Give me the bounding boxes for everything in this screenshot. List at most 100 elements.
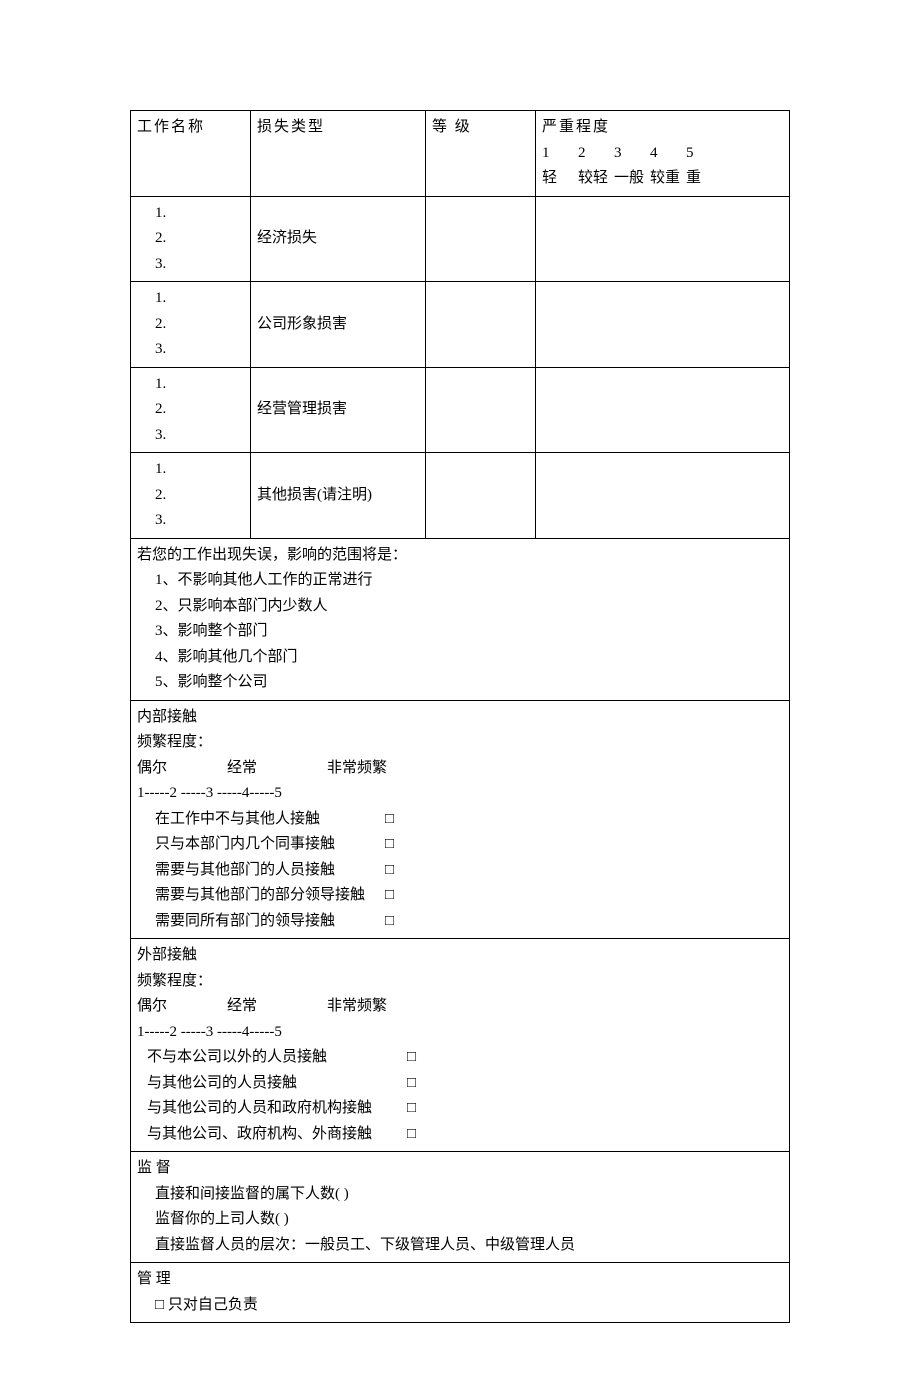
- loss-row: 1. 2. 3. 经营管理损害: [131, 367, 790, 453]
- grade-cell[interactable]: [426, 453, 536, 539]
- contact-option-label: 与其他公司的人员接触: [147, 1071, 407, 1097]
- internal-contact-cell: 内部接触 频繁程度： 偶尔 经常 非常频繁 1-----2 -----3 ---…: [131, 700, 790, 939]
- checkbox-icon[interactable]: □: [385, 832, 405, 858]
- grade-cell[interactable]: [426, 282, 536, 368]
- contact-option-row: 与其他公司的人员和政府机构接触 □: [147, 1096, 783, 1122]
- management-cell: 管 理 □ 只对自己负责: [131, 1263, 790, 1323]
- external-contact-row: 外部接触 频繁程度： 偶尔 经常 非常频繁 1-----2 -----3 ---…: [131, 939, 790, 1152]
- severity-label: 轻: [542, 166, 578, 192]
- item-num: 3.: [155, 423, 244, 449]
- item-num: 2.: [155, 397, 244, 423]
- item-num: 2.: [155, 483, 244, 509]
- contact-option-label: 需要与其他部门的部分领导接触: [155, 883, 385, 909]
- internal-contact-row: 内部接触 频繁程度： 偶尔 经常 非常频繁 1-----2 -----3 ---…: [131, 700, 790, 939]
- impact-scope-title: 若您的工作出现失误，影响的范围将是：: [137, 543, 783, 569]
- header-grade: 等 级: [426, 111, 536, 197]
- contact-option-row: 只与本部门内几个同事接触 □: [155, 832, 783, 858]
- item-num: 1.: [155, 457, 244, 483]
- severity-num: 5: [686, 141, 722, 167]
- workname-cell[interactable]: 1. 2. 3.: [131, 453, 251, 539]
- checkbox-icon[interactable]: □: [407, 1122, 427, 1148]
- checkbox-icon[interactable]: □: [385, 883, 405, 909]
- severity-label: 重: [686, 166, 716, 192]
- loss-row: 1. 2. 3. 其他损害(请注明): [131, 453, 790, 539]
- workname-cell[interactable]: 1. 2. 3.: [131, 196, 251, 282]
- freq-scale-item: 偶尔: [137, 756, 227, 782]
- item-num: 3.: [155, 252, 244, 278]
- supervision-line: 直接监督人员的层次：一般员工、下级管理人员、中级管理人员: [155, 1233, 783, 1259]
- checkbox-icon[interactable]: □: [385, 909, 405, 935]
- freq-scale-item: 偶尔: [137, 994, 227, 1020]
- internal-contact-title: 内部接触: [137, 705, 783, 731]
- contact-option-label: 与其他公司的人员和政府机构接触: [147, 1096, 407, 1122]
- supervision-line: 监督你的上司人数( ): [155, 1207, 783, 1233]
- frequency-scale-labels: 偶尔 经常 非常频繁: [137, 756, 783, 782]
- severity-cell[interactable]: [536, 453, 790, 539]
- severity-num: 4: [650, 141, 686, 167]
- checkbox-icon[interactable]: □: [385, 858, 405, 884]
- external-contact-title: 外部接触: [137, 943, 783, 969]
- freq-scale-item: 经常: [227, 994, 327, 1020]
- freq-scale-item: 非常频繁: [327, 994, 387, 1020]
- checkbox-icon[interactable]: □: [407, 1045, 427, 1071]
- item-num: 2.: [155, 226, 244, 252]
- item-num: 1.: [155, 286, 244, 312]
- impact-scope-item: 2、只影响本部门内少数人: [155, 594, 783, 620]
- contact-option-label: 只与本部门内几个同事接触: [155, 832, 385, 858]
- checkbox-icon[interactable]: □: [155, 1297, 164, 1313]
- contact-option-row: 不与本公司以外的人员接触 □: [147, 1045, 783, 1071]
- workname-cell[interactable]: 1. 2. 3.: [131, 282, 251, 368]
- severity-labels: 轻 较轻 一般 较重 重: [542, 166, 783, 192]
- losstype-cell: 公司形象损害: [251, 282, 426, 368]
- management-option-label: 只对自己负责: [168, 1297, 258, 1313]
- supervision-row: 监 督 直接和间接监督的属下人数( ) 监督你的上司人数( ) 直接监督人员的层…: [131, 1152, 790, 1263]
- severity-title: 严重程度: [542, 115, 783, 141]
- freq-scale-item: 非常频繁: [327, 756, 387, 782]
- losstype-cell: 经济损失: [251, 196, 426, 282]
- contact-option-row: 需要同所有部门的领导接触 □: [155, 909, 783, 935]
- impact-scope-item: 1、不影响其他人工作的正常进行: [155, 568, 783, 594]
- external-contact-cell: 外部接触 频繁程度： 偶尔 经常 非常频繁 1-----2 -----3 ---…: [131, 939, 790, 1152]
- contact-option-row: 需要与其他部门的人员接触 □: [155, 858, 783, 884]
- contact-option-label: 不与本公司以外的人员接触: [147, 1045, 407, 1071]
- contact-option-row: 需要与其他部门的部分领导接触 □: [155, 883, 783, 909]
- item-num: 3.: [155, 508, 244, 534]
- impact-scope-item: 4、影响其他几个部门: [155, 645, 783, 671]
- loss-row: 1. 2. 3. 公司形象损害: [131, 282, 790, 368]
- severity-cell[interactable]: [536, 196, 790, 282]
- severity-cell[interactable]: [536, 367, 790, 453]
- checkbox-icon[interactable]: □: [385, 807, 405, 833]
- severity-label: 一般: [614, 166, 650, 192]
- severity-cell[interactable]: [536, 282, 790, 368]
- severity-num: 2: [578, 141, 614, 167]
- severity-numbers: 1 2 3 4 5: [542, 141, 783, 167]
- severity-num: 1: [542, 141, 578, 167]
- header-workname: 工作名称: [131, 111, 251, 197]
- contact-option-row: 在工作中不与其他人接触 □: [155, 807, 783, 833]
- contact-option-label: 在工作中不与其他人接触: [155, 807, 385, 833]
- checkbox-icon[interactable]: □: [407, 1096, 427, 1122]
- item-num: 3.: [155, 337, 244, 363]
- management-title: 管 理: [137, 1267, 783, 1293]
- management-row: 管 理 □ 只对自己负责: [131, 1263, 790, 1323]
- grade-cell[interactable]: [426, 367, 536, 453]
- item-num: 2.: [155, 312, 244, 338]
- header-severity: 严重程度 1 2 3 4 5 轻 较轻 一般 较重 重: [536, 111, 790, 197]
- checkbox-icon[interactable]: □: [407, 1071, 427, 1097]
- frequency-scale-line: 1-----2 -----3 -----4-----5: [137, 1020, 783, 1046]
- losstype-cell: 其他损害(请注明): [251, 453, 426, 539]
- impact-scope-row: 若您的工作出现失误，影响的范围将是： 1、不影响其他人工作的正常进行 2、只影响…: [131, 538, 790, 700]
- item-num: 1.: [155, 372, 244, 398]
- contact-option-label: 需要同所有部门的领导接触: [155, 909, 385, 935]
- loss-row: 1. 2. 3. 经济损失: [131, 196, 790, 282]
- frequency-scale-labels: 偶尔 经常 非常频繁: [137, 994, 783, 1020]
- severity-num: 3: [614, 141, 650, 167]
- contact-option-label: 需要与其他部门的人员接触: [155, 858, 385, 884]
- losstype-cell: 经营管理损害: [251, 367, 426, 453]
- impact-scope-item: 5、影响整个公司: [155, 670, 783, 696]
- supervision-cell: 监 督 直接和间接监督的属下人数( ) 监督你的上司人数( ) 直接监督人员的层…: [131, 1152, 790, 1263]
- workname-cell[interactable]: 1. 2. 3.: [131, 367, 251, 453]
- supervision-line: 直接和间接监督的属下人数( ): [155, 1182, 783, 1208]
- grade-cell[interactable]: [426, 196, 536, 282]
- frequency-label: 频繁程度：: [137, 730, 783, 756]
